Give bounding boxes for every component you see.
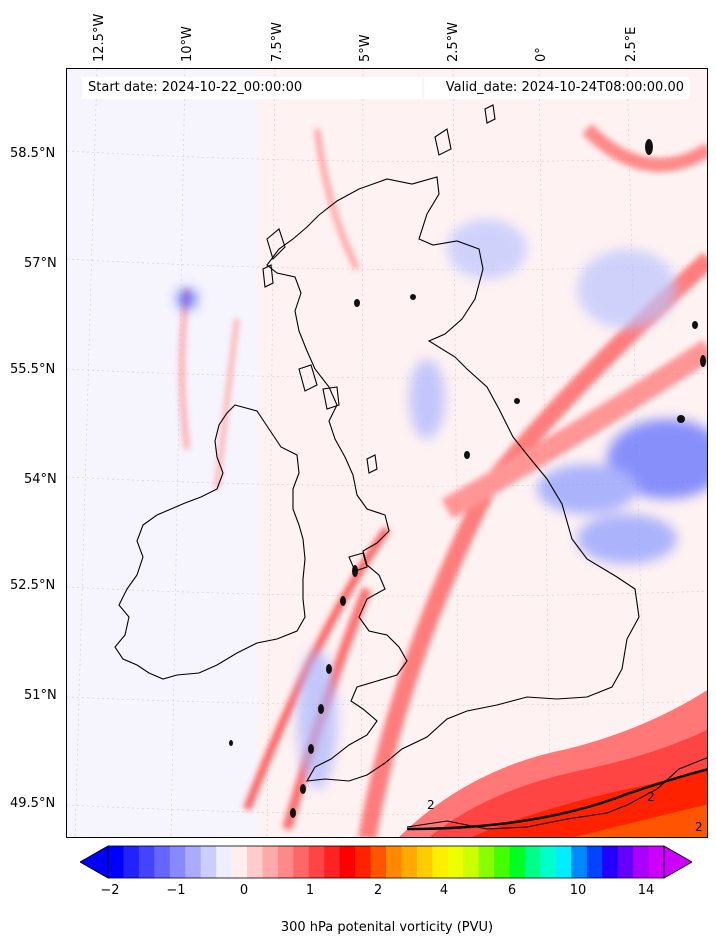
- colorbar-cell: [602, 846, 619, 878]
- colorbar-cell: [509, 846, 526, 878]
- colorbar-tick: 2: [373, 883, 383, 898]
- colorbar-cell: [648, 846, 665, 878]
- colorbar-cell: [355, 846, 372, 878]
- colorbar-cell: [216, 846, 233, 878]
- colorbar-cell: [540, 846, 557, 878]
- colorbar-tick: 10: [569, 883, 587, 898]
- colorbar-tick: −2: [100, 883, 120, 898]
- colorbar-cell: [494, 846, 511, 878]
- colorbar-cell: [447, 846, 464, 878]
- colorbar-cell: [617, 846, 634, 878]
- colorbar-cell: [277, 846, 294, 878]
- lat-label: 52.5°N: [10, 578, 56, 593]
- colorbar-cell: [478, 846, 495, 878]
- colorbar-cell: [200, 846, 217, 878]
- contour-label: 2: [427, 798, 435, 812]
- colorbar-cell: [262, 846, 279, 878]
- lat-label: 54°N: [24, 472, 57, 487]
- colorbar-cell: [154, 846, 171, 878]
- colorbar-cell: [308, 846, 325, 878]
- lon-label: 5°W: [358, 34, 373, 62]
- colorbar-cell: [401, 846, 418, 878]
- colorbar-cell: [571, 846, 588, 878]
- lon-label: 7.5°W: [270, 21, 285, 62]
- lon-label: 12.5°W: [92, 13, 107, 62]
- pv-field-map: 2 2 2: [67, 69, 707, 837]
- colorbar: [80, 845, 692, 879]
- colorbar-cell: [108, 846, 124, 878]
- map-panel: 2 2 2: [66, 68, 708, 838]
- contour-label: 2: [647, 790, 655, 804]
- lat-label: 57°N: [24, 256, 57, 271]
- colorbar-cell: [386, 846, 402, 878]
- colorbar-cell: [185, 846, 202, 878]
- colorbar-cell: [339, 846, 356, 878]
- colorbar-cell: [633, 846, 650, 878]
- lat-label: 49.5°N: [10, 796, 56, 811]
- colorbar-tick: 0: [239, 883, 249, 898]
- colorbar-tick: 14: [637, 883, 655, 898]
- colorbar-cell: [247, 846, 263, 878]
- colorbar-cell: [586, 846, 603, 878]
- colorbar-cell: [370, 846, 387, 878]
- lon-label: 2.5°E: [624, 26, 639, 62]
- valid-date-label: Valid_date: 2024-10-24T08:00:00.00: [424, 77, 690, 99]
- colorbar-tick: −1: [166, 883, 186, 898]
- lon-label: 0°: [534, 47, 549, 62]
- lat-label: 55.5°N: [10, 362, 56, 377]
- colorbar-cell: [231, 846, 248, 878]
- colorbar-tick: 6: [507, 883, 517, 898]
- start-date-label: Start date: 2024-10-22_00:00:00: [82, 77, 422, 99]
- colorbar-tick: 1: [305, 883, 315, 898]
- colorbar-cell: [463, 846, 480, 878]
- colorbar-max-arrow: [663, 845, 692, 879]
- colorbar-cell: [138, 846, 155, 878]
- colorbar-cell: [416, 846, 433, 878]
- lon-label: 2.5°W: [446, 21, 461, 62]
- contour-label: 2: [695, 820, 703, 834]
- colorbar-cell: [169, 846, 186, 878]
- lat-label: 58.5°N: [10, 146, 56, 161]
- colorbar-tick: 4: [439, 883, 449, 898]
- colorbar-min-arrow: [80, 845, 109, 879]
- colorbar-cell: [123, 846, 140, 878]
- colorbar-cell: [555, 846, 572, 878]
- colorbar-cell: [293, 846, 310, 878]
- colorbar-cell: [525, 846, 541, 878]
- lat-label: 51°N: [24, 688, 57, 703]
- colorbar-label: 300 hPa potenital vorticity (PVU): [280, 920, 494, 935]
- colorbar-cell: [432, 846, 449, 878]
- lon-label: 10°W: [180, 26, 195, 62]
- colorbar-cell: [324, 846, 341, 878]
